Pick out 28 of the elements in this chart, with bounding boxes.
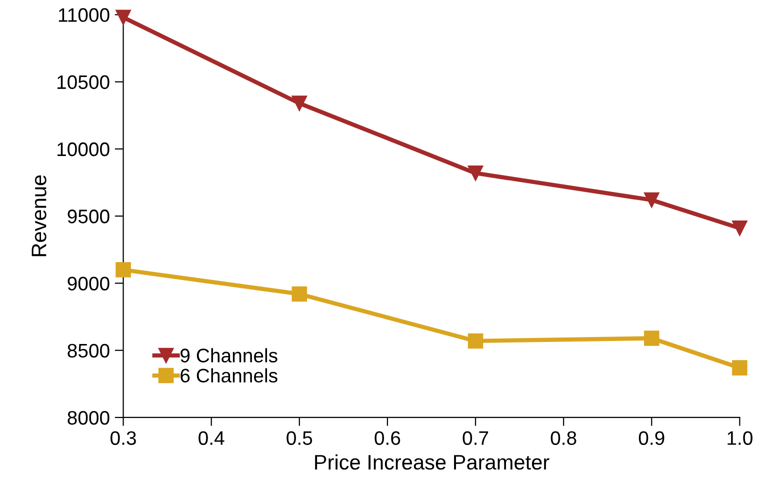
point bbox=[292, 286, 308, 302]
point bbox=[732, 360, 748, 376]
y-tick-label: 8500 bbox=[68, 344, 110, 358]
legend-label: 9 Channels bbox=[180, 348, 278, 362]
point bbox=[468, 165, 484, 181]
x-tick-label: 0.8 bbox=[550, 431, 576, 445]
point bbox=[732, 220, 748, 236]
x-axis-title: Price Increase Parameter bbox=[315, 454, 550, 470]
point bbox=[644, 192, 660, 208]
legend-label: 6 Channels bbox=[180, 368, 278, 383]
point bbox=[116, 262, 131, 278]
y-tick-label: 10500 bbox=[58, 75, 110, 90]
x-tick-label: 0.5 bbox=[286, 431, 312, 445]
point bbox=[644, 330, 660, 346]
y-axis-title: Revenue bbox=[32, 175, 46, 256]
x-tick-label: 0.6 bbox=[374, 431, 400, 445]
x-tick-label: 1.0 bbox=[728, 431, 752, 445]
x-tick-label: 0.9 bbox=[638, 431, 664, 445]
point bbox=[468, 333, 484, 349]
x-tick-label: 0.7 bbox=[462, 431, 488, 445]
x-tick-label: 0.4 bbox=[198, 431, 224, 445]
y-tick-label: 9500 bbox=[68, 210, 110, 224]
x-tick-label: 0.3 bbox=[110, 431, 136, 445]
y-tick-label: 8000 bbox=[68, 410, 110, 425]
y-tick-label: 11000 bbox=[58, 8, 110, 22]
y-tick-label: 10000 bbox=[58, 142, 110, 156]
y-tick-label: 9000 bbox=[68, 276, 110, 290]
point bbox=[292, 96, 308, 111]
